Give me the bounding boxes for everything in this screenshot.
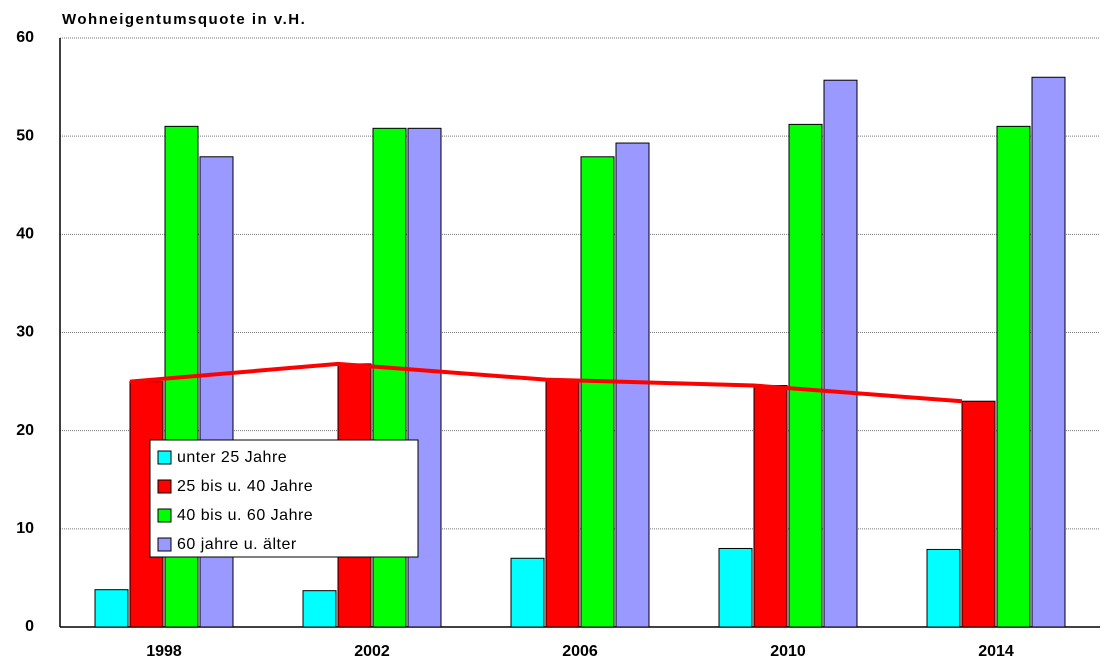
bar (302, 590, 337, 628)
y-tick-label: 30 (16, 324, 34, 341)
chart-title: Wohneigentumsquote in v.H. (62, 11, 306, 28)
series-line (129, 361, 963, 404)
legend-label: 40 bis u. 60 Jahre (177, 507, 313, 524)
x-tick-label: 2010 (770, 643, 806, 660)
y-tick-label: 50 (16, 127, 34, 144)
bar (510, 557, 545, 628)
bar (823, 79, 858, 628)
y-tick-label: 20 (16, 422, 34, 439)
x-tick-label: 1998 (146, 643, 182, 660)
bar (926, 548, 961, 628)
bar (545, 379, 580, 628)
legend-box (149, 439, 419, 558)
y-tick-label: 10 (16, 520, 34, 537)
bar (753, 385, 788, 628)
legend-swatch (157, 450, 172, 465)
x-tick-label: 2002 (354, 643, 390, 660)
bar (94, 589, 129, 628)
legend-label: 60 jahre u. älter (177, 536, 297, 553)
legend-label: unter 25 Jahre (177, 449, 287, 466)
bar (615, 142, 650, 628)
legend-swatch (157, 508, 172, 523)
y-tick-label: 0 (25, 618, 34, 635)
x-tick-label: 2014 (978, 643, 1014, 660)
bar (788, 123, 823, 628)
bar (996, 125, 1031, 628)
bar (718, 547, 753, 628)
legend-swatch (157, 479, 172, 494)
legend-swatch (157, 537, 172, 552)
y-tick-label: 40 (16, 226, 34, 243)
bar (961, 400, 996, 628)
legend-label: 25 bis u. 40 Jahre (177, 478, 313, 495)
bar (580, 156, 615, 628)
y-tick-label: 60 (16, 29, 34, 46)
x-tick-label: 2006 (562, 643, 598, 660)
bar (1031, 76, 1066, 628)
